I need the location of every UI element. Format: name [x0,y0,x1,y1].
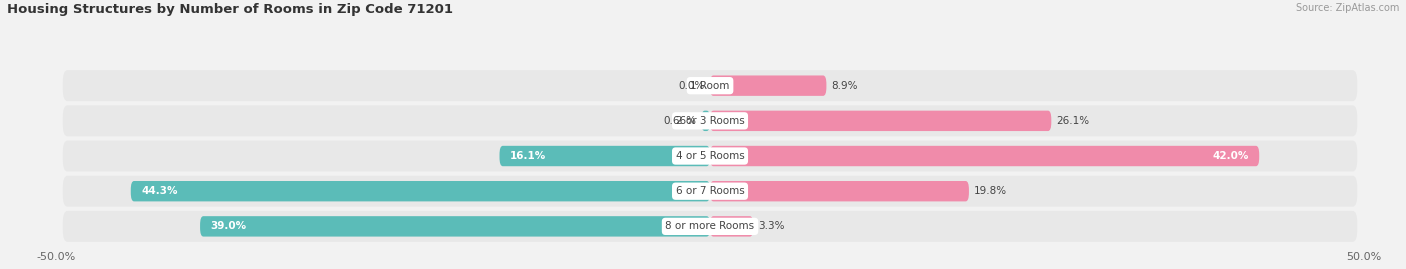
FancyBboxPatch shape [63,70,1357,101]
Text: 26.1%: 26.1% [1056,116,1090,126]
Text: 39.0%: 39.0% [211,221,246,231]
Text: 1 Room: 1 Room [690,81,730,91]
FancyBboxPatch shape [710,76,827,96]
FancyBboxPatch shape [63,105,1357,136]
Text: 0.66%: 0.66% [664,116,696,126]
Text: Source: ZipAtlas.com: Source: ZipAtlas.com [1295,3,1399,13]
Text: 44.3%: 44.3% [141,186,177,196]
Text: 2 or 3 Rooms: 2 or 3 Rooms [676,116,744,126]
Text: 19.8%: 19.8% [974,186,1007,196]
Text: 0.0%: 0.0% [679,81,704,91]
FancyBboxPatch shape [710,216,754,236]
FancyBboxPatch shape [710,146,1260,166]
Text: Housing Structures by Number of Rooms in Zip Code 71201: Housing Structures by Number of Rooms in… [7,3,453,16]
FancyBboxPatch shape [63,211,1357,242]
Text: 3.3%: 3.3% [758,221,785,231]
Text: 8.9%: 8.9% [831,81,858,91]
FancyBboxPatch shape [710,181,969,201]
FancyBboxPatch shape [63,176,1357,207]
FancyBboxPatch shape [131,181,710,201]
Text: 8 or more Rooms: 8 or more Rooms [665,221,755,231]
FancyBboxPatch shape [710,111,1052,131]
FancyBboxPatch shape [63,140,1357,172]
Text: 42.0%: 42.0% [1212,151,1249,161]
Text: 16.1%: 16.1% [510,151,546,161]
FancyBboxPatch shape [499,146,710,166]
Text: 4 or 5 Rooms: 4 or 5 Rooms [676,151,744,161]
Text: 6 or 7 Rooms: 6 or 7 Rooms [676,186,744,196]
FancyBboxPatch shape [200,216,710,236]
FancyBboxPatch shape [702,111,710,131]
